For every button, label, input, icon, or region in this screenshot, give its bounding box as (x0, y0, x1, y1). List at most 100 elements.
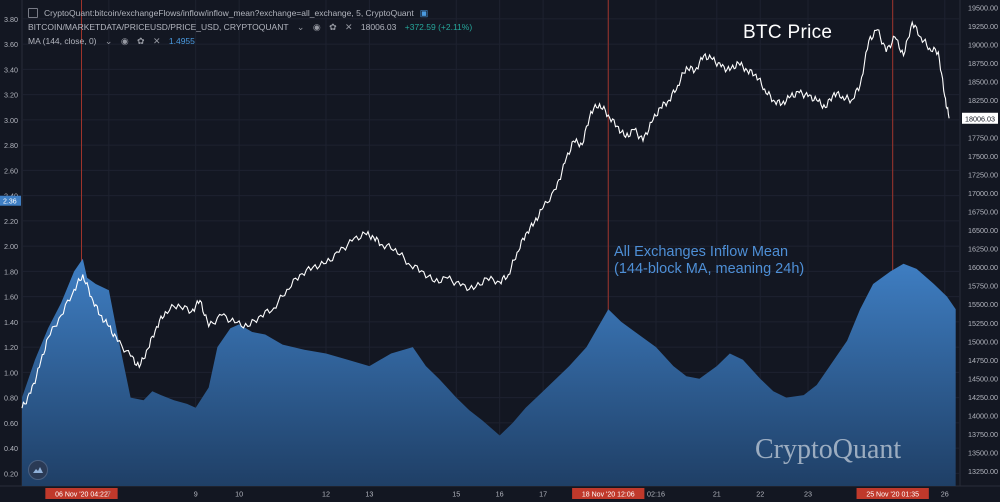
btc-price-title: BTC Price (743, 22, 833, 43)
left-tick-label: 0.80 (4, 394, 18, 403)
right-tick-label: 17500.00 (968, 152, 998, 161)
chevron-down-icon[interactable]: ⌄ (296, 22, 305, 32)
x-tick-label: 16 (496, 490, 504, 499)
right-tick-label: 18500.00 (968, 78, 998, 87)
right-tick-label: 18250.00 (968, 96, 998, 105)
x-tick-label: 7 (107, 490, 111, 499)
eye-icon[interactable]: ◉ (120, 36, 129, 46)
chevron-down-icon[interactable]: ⌄ (104, 36, 113, 46)
gear-icon[interactable]: ✿ (329, 22, 337, 32)
collapse-toggle-icon[interactable] (28, 7, 38, 18)
close-icon[interactable]: ✕ (152, 36, 161, 46)
x-tick-label: 18 Nov '20 12:06 (582, 492, 635, 499)
x-axis: 06 Nov '20 04:227 9 10 12 13 15 16 17 18 Nov '20… (45, 488, 949, 499)
right-tick-label: 18750.00 (968, 59, 998, 68)
left-current-badge (0, 195, 21, 206)
right-tick-label: 19500.00 (968, 3, 998, 12)
close-icon[interactable]: ✕ (345, 22, 353, 32)
right-tick-label: 14000.00 (968, 412, 998, 421)
left-tick-label: 1.60 (4, 293, 18, 302)
left-tick-label: 2.00 (4, 242, 18, 251)
x-tick-label: 02:16 (647, 490, 665, 499)
left-tick-label: 3.00 (4, 116, 18, 125)
x-tick-label: 9 (194, 490, 198, 499)
legend-row-price[interactable]: BITCOIN/MARKETDATA/PRICEUSD/PRICE_USD, C… (28, 22, 478, 33)
settings-square-icon[interactable]: ▣ (419, 8, 429, 18)
x-tick-label: 12 (322, 490, 330, 499)
right-tick-label: 16750.00 (968, 207, 998, 216)
price-value: 18006.03 (360, 22, 397, 32)
x-tick-label: 21 (713, 490, 721, 499)
right-tick-label: 13500.00 (968, 449, 998, 458)
right-tick-label: 14250.00 (968, 393, 998, 402)
x-tick-label: 15 (452, 490, 460, 499)
right-tick-label: 16250.00 (968, 245, 998, 254)
right-tick-label: 15750.00 (968, 282, 998, 291)
left-tick-label: 2.80 (4, 141, 18, 150)
price-series-label: BITCOIN/MARKETDATA/PRICEUSD/PRICE_USD, C… (28, 22, 289, 32)
right-tick-label: 15500.00 (968, 300, 998, 309)
right-tick-label: 14750.00 (968, 356, 998, 365)
left-tick-label: 2.60 (4, 166, 18, 175)
left-tick-label: 1.20 (4, 343, 18, 352)
gear-icon[interactable]: ✿ (137, 36, 145, 46)
right-tick-label: 17000.00 (968, 189, 998, 198)
inflow-series-label: CryptoQuant:bitcoin/exchangeFlows/inflow… (44, 8, 414, 18)
btc-price-line (21, 20, 950, 409)
left-tick-label: 1.80 (4, 267, 18, 276)
left-tick-label: 1.00 (4, 368, 18, 377)
x-axis-band (0, 486, 1000, 502)
right-tick-label: 15250.00 (968, 319, 998, 328)
x-tick-label: 10 (235, 490, 243, 499)
x-tick-label: 22 (756, 490, 764, 499)
right-tick-label: 13750.00 (968, 430, 998, 439)
right-axis: 13250.00 13500.00 13750.00 14000.00 14250.00… (962, 3, 998, 476)
x-tick-label: 26 (941, 490, 949, 499)
left-tick-label: 3.20 (4, 91, 18, 100)
right-tick-label: 13250.00 (968, 467, 998, 476)
inflow-annotation-line2: (144-block MA, meaning 24h) (614, 261, 805, 277)
legend-row-inflow[interactable]: CryptoQuant:bitcoin/exchangeFlows/inflow… (28, 7, 434, 19)
x-tick-label: 13 (365, 490, 373, 499)
x-tick-label: 25 Nov '20 01:35 (866, 492, 919, 499)
inflow-annotation-line1: All Exchanges Inflow Mean (614, 244, 789, 260)
left-current-label: 2.36 (3, 199, 17, 206)
logo-button[interactable] (28, 460, 48, 480)
ma-value: 1.4955 (168, 36, 195, 46)
left-tick-label: 3.60 (4, 40, 18, 49)
right-tick-label: 17750.00 (968, 133, 998, 142)
eye-icon[interactable]: ◉ (312, 22, 321, 32)
x-tick-label: 06 Nov '20 04:22 (55, 492, 108, 499)
left-tick-label: 2.20 (4, 217, 18, 226)
x-tick-label: 17 (539, 490, 547, 499)
right-tick-label: 19000.00 (968, 41, 998, 50)
left-tick-label: 0.40 (4, 444, 18, 453)
left-tick-label: 0.20 (4, 469, 18, 478)
price-change: +372.59 (+2.11%) (404, 22, 473, 32)
left-tick-label: 3.40 (4, 65, 18, 74)
x-highlight-badge (856, 488, 929, 499)
inflow-annotation: All Exchanges Inflow Mean (144-block MA,… (614, 244, 804, 278)
right-tick-label: 17250.00 (968, 170, 998, 179)
right-tick-label: 19250.00 (968, 22, 998, 31)
right-tick-label: 14500.00 (968, 374, 998, 383)
left-axis: 0.20 0.40 0.60 0.80 1.00 1.20 1.40 1.60 1.80 2.00… (0, 15, 21, 478)
left-tick-label: 1.40 (4, 318, 18, 327)
cloud-icon (33, 467, 43, 473)
x-highlight-badge (45, 488, 118, 499)
left-tick-label: 0.60 (4, 419, 18, 428)
right-current-badge (962, 112, 998, 124)
right-tick-label: 15000.00 (968, 337, 998, 346)
cryptoquant-watermark: CryptoQuant (755, 434, 902, 465)
x-tick-label: 23 (804, 490, 812, 499)
right-tick-label: 16500.00 (968, 226, 998, 235)
right-tick-label: 16000.00 (968, 263, 998, 272)
x-highlight-badge (572, 488, 645, 499)
left-tick-label: 3.80 (4, 15, 18, 24)
legend-row-ma[interactable]: MA (144, close, 0) ⌄ ◉ ✿ ✕ 1.4955 (28, 36, 201, 47)
inflow-mean-area (22, 258, 956, 486)
ma-label: MA (144, close, 0) (28, 36, 97, 46)
right-current-label: 18006.03 (965, 114, 995, 123)
